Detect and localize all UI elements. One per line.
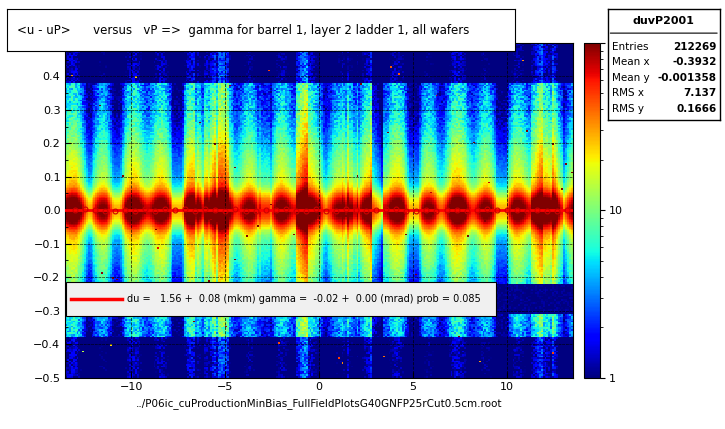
Text: RMS x: RMS x — [612, 88, 644, 98]
Text: -0.001358: -0.001358 — [658, 73, 716, 83]
Text: -0.3932: -0.3932 — [672, 57, 716, 67]
Text: Mean x: Mean x — [612, 57, 650, 67]
Text: du =   1.56 +  0.08 (mkm) gamma =  -0.02 +  0.00 (mrad) prob = 0.085: du = 1.56 + 0.08 (mkm) gamma = -0.02 + 0… — [128, 294, 481, 304]
Text: <u - uP>      versus   vP =>  gamma for barrel 1, layer 2 ladder 1, all wafers: <u - uP> versus vP => gamma for barrel 1… — [17, 24, 470, 36]
Text: duvP2001: duvP2001 — [633, 16, 695, 27]
Bar — [66, 282, 496, 316]
Text: Mean y: Mean y — [612, 73, 650, 83]
Text: 7.137: 7.137 — [683, 88, 716, 98]
Text: RMS y: RMS y — [612, 104, 644, 114]
Text: 0.1666: 0.1666 — [676, 104, 716, 114]
Text: Entries: Entries — [612, 42, 649, 51]
Text: 212269: 212269 — [674, 42, 716, 51]
X-axis label: ../P06ic_cuProductionMinBias_FullFieldPlotsG40GNFP25rCut0.5cm.root: ../P06ic_cuProductionMinBias_FullFieldPl… — [136, 398, 502, 409]
